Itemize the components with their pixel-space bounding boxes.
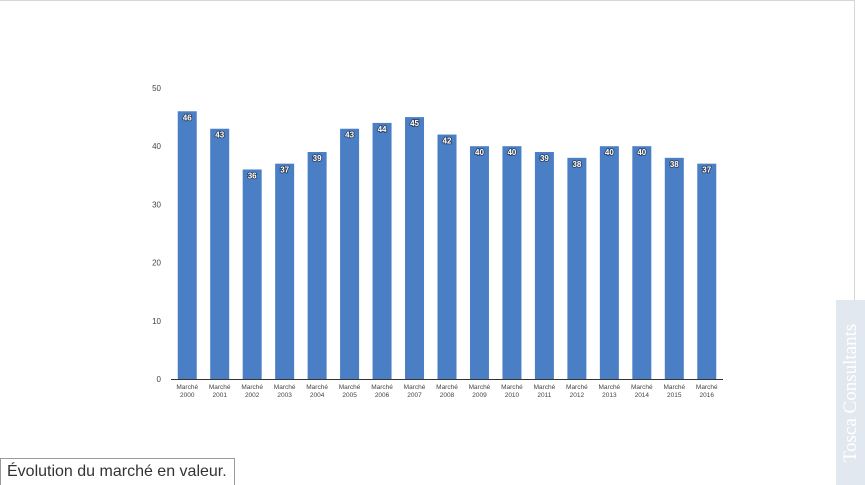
bar-value-label: 45 <box>410 119 419 128</box>
x-tick-label: Marché 2005 <box>339 384 361 399</box>
bar <box>405 117 425 379</box>
bar-value-label: 39 <box>540 154 549 163</box>
x-tick-label: Marché 2007 <box>404 384 426 399</box>
x-tick-label: Marché 2001 <box>209 384 231 399</box>
bar-value-label: 37 <box>702 166 711 175</box>
bar <box>534 152 554 379</box>
y-tick-label: 30 <box>152 200 161 209</box>
bar-value-label: 39 <box>313 154 322 163</box>
bar <box>437 134 457 379</box>
x-tick-label: Marché 2016 <box>696 384 718 399</box>
bar-value-label: 43 <box>345 131 354 140</box>
x-tick-label: Marché 2000 <box>176 384 198 399</box>
bar-chart: 0 10 20 30 40 50 46 Marché 2000 43 Marché 2001 36 Mar… <box>152 84 723 399</box>
bar <box>502 146 522 379</box>
x-tick-label: Marché 2014 <box>631 384 653 399</box>
bar-value-label: 38 <box>670 160 679 169</box>
bar <box>275 163 295 379</box>
bar <box>664 157 684 379</box>
y-tick-label: 0 <box>157 375 162 384</box>
x-tick-label: Marché 2003 <box>274 384 296 399</box>
bar-value-label: 37 <box>280 166 289 175</box>
bar <box>567 157 587 379</box>
bar <box>340 128 360 379</box>
y-tick-label: 10 <box>152 317 161 326</box>
bar <box>469 146 489 379</box>
bar-value-label: 40 <box>605 148 614 157</box>
bar <box>697 163 717 379</box>
bar-value-label: 38 <box>572 160 581 169</box>
x-tick-label: Marché 2013 <box>599 384 621 399</box>
bar-value-label: 43 <box>215 131 224 140</box>
x-tick-label: Marché 2010 <box>501 384 523 399</box>
bar <box>307 152 327 379</box>
bar <box>242 169 262 379</box>
bar-value-label: 40 <box>475 148 484 157</box>
bar-value-label: 40 <box>507 148 516 157</box>
bar-value-label: 42 <box>443 137 452 146</box>
x-tick-label: Marché 2008 <box>436 384 458 399</box>
x-tick-label: Marché 2006 <box>371 384 393 399</box>
y-tick-label: 50 <box>152 84 161 93</box>
bar <box>210 128 230 379</box>
y-tick-label: 20 <box>152 259 161 268</box>
bar <box>372 122 392 380</box>
x-tick-label: Marché 2015 <box>663 384 685 399</box>
x-tick-label: Marché 2002 <box>241 384 263 399</box>
bar-value-label: 36 <box>248 171 257 180</box>
bar-value-label: 44 <box>378 125 387 134</box>
y-tick-label: 40 <box>152 142 161 151</box>
bar-value-label: 46 <box>183 113 192 122</box>
x-tick-label: Marché 2009 <box>469 384 491 399</box>
bar <box>599 146 619 379</box>
x-tick-label: Marché 2004 <box>306 384 328 399</box>
x-tick-label: Marché 2012 <box>566 384 588 399</box>
chart-caption: Évolution du marché en valeur. <box>0 458 235 485</box>
bar-value-label: 40 <box>637 148 646 157</box>
bar <box>177 111 197 379</box>
watermark: Tosca Consultants <box>836 300 865 485</box>
bar <box>632 146 652 379</box>
x-tick-label: Marché 2011 <box>534 384 556 399</box>
watermark-text: Tosca Consultants <box>839 323 861 462</box>
